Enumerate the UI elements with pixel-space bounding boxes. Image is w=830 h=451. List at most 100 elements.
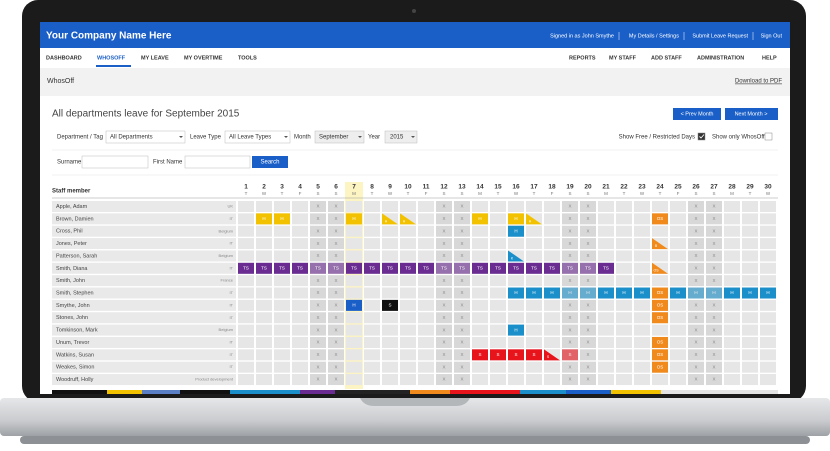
search-button[interactable] [252, 156, 288, 168]
staff-name[interactable]: Patterson, Sarah [56, 253, 97, 259]
day-cell [724, 324, 740, 336]
day-cell [256, 324, 272, 336]
header-link[interactable]: My Details / Settings [629, 33, 679, 39]
leave-code: B [655, 244, 658, 248]
nav-item[interactable]: MY STAFF [609, 55, 637, 61]
staff-name[interactable]: Apple, Adam [56, 204, 88, 210]
day-cell [346, 312, 362, 324]
year-select[interactable] [384, 130, 418, 144]
weekend-mark: X [334, 340, 337, 345]
next-label[interactable]: Next Month > [735, 111, 768, 117]
staff-name[interactable]: Smith, John [56, 278, 85, 284]
only-whosoff-checkbox[interactable] [764, 132, 773, 141]
day-cell [670, 225, 686, 237]
day-cell [706, 225, 722, 237]
leave-code: H [352, 303, 355, 308]
day-number: 26 [692, 184, 700, 191]
name-cell [52, 324, 236, 336]
day-cell [364, 225, 380, 237]
day-cell [436, 238, 452, 250]
day-cell [580, 225, 596, 237]
day-cell [670, 361, 686, 373]
leave-cell [490, 349, 506, 361]
day-cell [562, 312, 578, 324]
weekend-mark: X [568, 315, 571, 320]
leave-type-select[interactable] [224, 130, 291, 144]
search-label[interactable]: Search [260, 160, 279, 166]
day-cell [508, 374, 524, 386]
day-cell [760, 201, 776, 212]
nav-item[interactable]: ADD STAFF [651, 55, 682, 61]
weekend-mark: X [568, 327, 571, 332]
prev-label[interactable]: < Prev Month [681, 111, 714, 117]
day-cell [724, 349, 740, 361]
day-cell [616, 238, 632, 250]
day-cell [598, 374, 614, 386]
leave-code: H [568, 290, 571, 295]
day-number: 21 [602, 184, 610, 191]
staff-name[interactable]: Brown, Damien [56, 216, 94, 222]
staff-name[interactable]: Unum, Trevor [56, 340, 89, 346]
staff-tag: Product development [195, 377, 234, 382]
prev-button[interactable] [673, 108, 721, 120]
weekend-mark: X [586, 315, 589, 320]
weekday: W [262, 191, 267, 196]
staff-name[interactable]: Woodruff, Holly [56, 377, 94, 383]
header-link[interactable]: Submit Leave Request [692, 33, 748, 39]
leave-code: OS [657, 303, 664, 308]
next-button[interactable] [725, 108, 778, 120]
day-cell [364, 238, 380, 250]
staff-name[interactable]: Tomkinson, Mark [56, 328, 98, 334]
leave-code: S [514, 352, 517, 357]
nav-item[interactable]: WHOSOFF [97, 55, 126, 61]
free-days-checkbox[interactable] [697, 132, 706, 141]
leave-cell [400, 262, 416, 274]
staff-name[interactable]: Stones, John [56, 315, 88, 321]
leave-code: TS [549, 265, 555, 270]
surname-input[interactable] [81, 155, 149, 169]
staff-name[interactable]: Cross, Phil [56, 229, 83, 235]
leave-cell [382, 299, 398, 311]
check [699, 134, 705, 139]
department-select[interactable] [105, 130, 186, 144]
weekend-mark: X [460, 290, 463, 295]
day-cell [328, 324, 344, 336]
day-cell [670, 374, 686, 386]
staff-name[interactable]: Smythe, John [56, 303, 90, 309]
header-link[interactable]: Sign Out [761, 33, 783, 39]
day-cell [292, 299, 308, 311]
day-cell [724, 238, 740, 250]
month-select[interactable] [314, 130, 365, 144]
nav-item[interactable]: MY OVERTIME [184, 55, 223, 61]
leave-cell [238, 262, 254, 274]
day-cell [688, 225, 704, 237]
staff-name[interactable]: Watkins, Susan [56, 352, 94, 358]
day-cell [418, 213, 434, 225]
weekend-mark: X [334, 228, 337, 233]
nav-item[interactable]: ADMINISTRATION [697, 55, 744, 61]
nav-item[interactable]: REPORTS [569, 55, 596, 61]
header-links: Signed in as John Smythe My Details / Set… [550, 32, 782, 40]
nav-item[interactable]: DASHBOARD [46, 55, 82, 61]
day-cell [742, 336, 758, 348]
leave-code: H [550, 290, 553, 295]
nav-item[interactable]: MY LEAVE [141, 55, 169, 61]
weekend-mark: X [316, 364, 319, 369]
day-cell [580, 312, 596, 324]
day-cell [580, 324, 596, 336]
first-name-input[interactable] [184, 155, 251, 169]
staff-name[interactable]: Jones, Peter [56, 241, 87, 247]
staff-name[interactable]: Smith, Stephen [56, 290, 94, 296]
day-cell [400, 374, 416, 386]
day-number: 22 [620, 184, 628, 191]
download-link[interactable]: Download to PDF [735, 79, 782, 85]
nav-item[interactable]: TOOLS [238, 55, 257, 61]
day-cell [760, 324, 776, 336]
day-cell [580, 275, 596, 287]
day-cell [364, 349, 380, 361]
leave-code: TS [531, 265, 537, 270]
nav-item[interactable]: HELP [762, 55, 777, 61]
staff-name[interactable]: Smith, Diana [56, 266, 88, 272]
name-cell [52, 275, 236, 287]
staff-name[interactable]: Weakes, Simon [56, 365, 94, 371]
